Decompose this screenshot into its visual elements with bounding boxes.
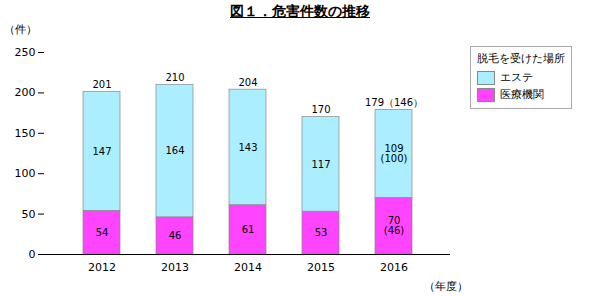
svg-text:53: 53 — [315, 227, 328, 238]
svg-text:0: 0 — [29, 248, 36, 261]
svg-text:250: 250 — [15, 46, 36, 59]
html-text:エステ: エステ — [500, 71, 533, 84]
svg-text:2016: 2016 — [380, 261, 408, 274]
svg-text:2013: 2013 — [161, 261, 189, 274]
svg-text:201: 201 — [92, 79, 111, 90]
svg-text:61: 61 — [242, 224, 255, 235]
html-text:脱毛を受けた場所: 脱毛を受けた場所 — [477, 52, 565, 65]
svg-text:200: 200 — [15, 86, 36, 99]
svg-text:（年度）: （年度） — [424, 280, 468, 293]
svg-text:210: 210 — [165, 72, 184, 83]
svg-text:143: 143 — [238, 142, 257, 153]
svg-text:150: 150 — [15, 127, 36, 140]
svg-text:（件）: （件） — [4, 23, 37, 36]
svg-text:147: 147 — [92, 146, 111, 157]
svg-text:204: 204 — [238, 77, 257, 88]
svg-text:70(46): 70(46) — [384, 215, 405, 236]
svg-text:109(100): 109(100) — [381, 143, 408, 164]
svg-text:117: 117 — [311, 159, 330, 170]
svg-text:164: 164 — [165, 145, 184, 156]
svg-text:46: 46 — [169, 230, 182, 241]
svg-text:170: 170 — [311, 104, 330, 115]
svg-text:54: 54 — [96, 227, 109, 238]
svg-text:100: 100 — [15, 167, 36, 180]
svg-text:50: 50 — [22, 208, 36, 221]
svg-text:2015: 2015 — [307, 261, 335, 274]
svg-text:179（146）: 179（146） — [365, 97, 423, 108]
svg-text:2012: 2012 — [88, 261, 116, 274]
svg-text:2014: 2014 — [234, 261, 262, 274]
html-text:図１．危害件数の推移: 図１．危害件数の推移 — [230, 3, 370, 19]
html-text:医療機関: 医療機関 — [500, 88, 544, 101]
